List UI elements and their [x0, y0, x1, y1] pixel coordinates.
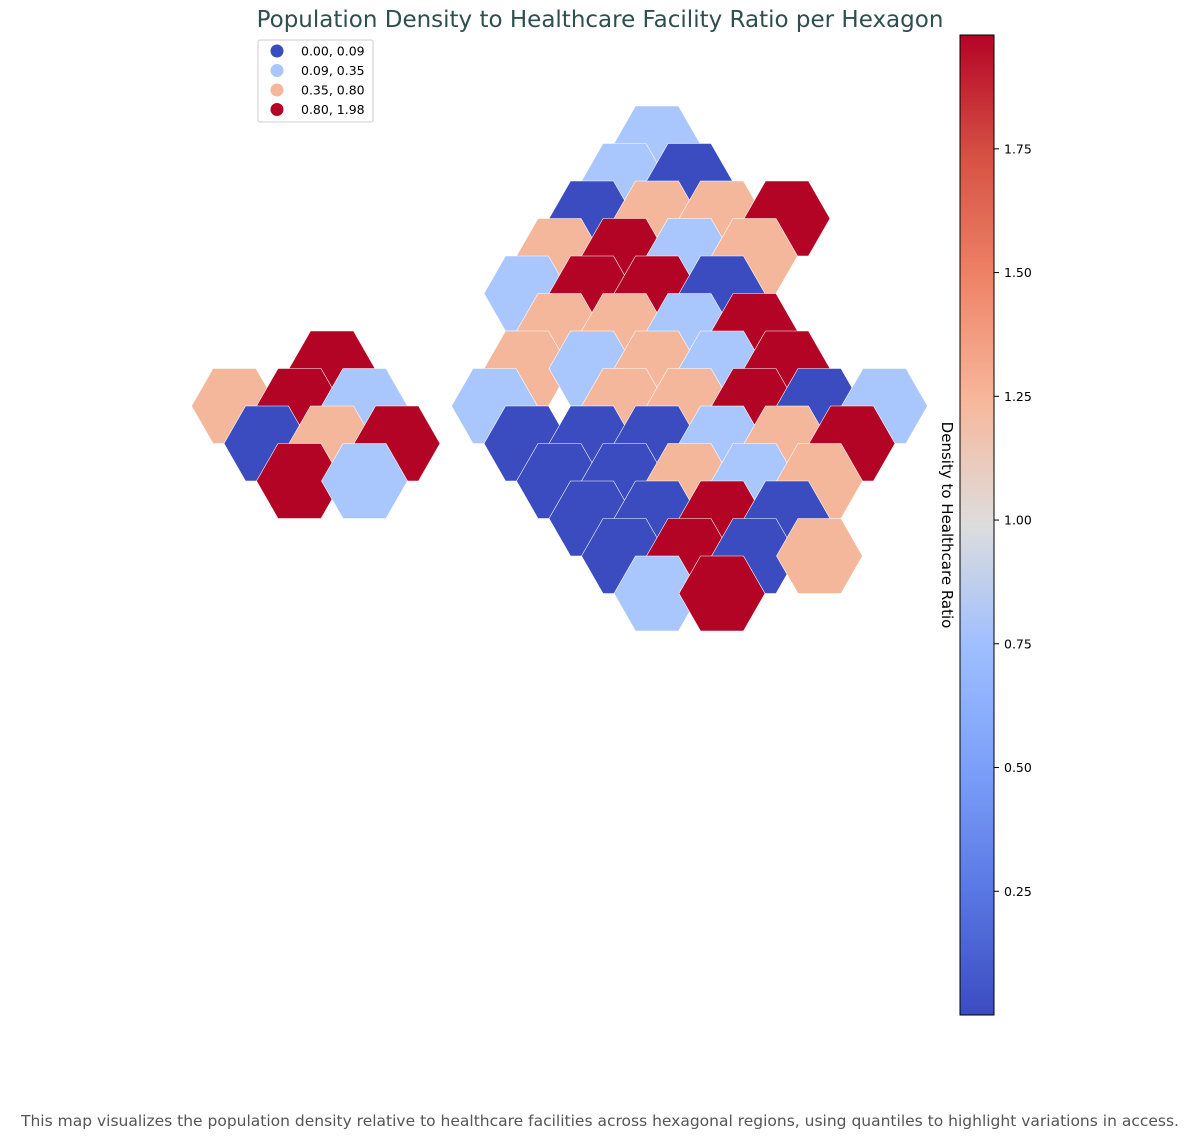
colorbar-gradient [959, 34, 995, 1016]
hex-cell [321, 443, 408, 519]
colorbar-tick-label: 1.00 [1004, 513, 1032, 528]
legend-label: 0.35, 0.80 [301, 83, 365, 98]
colorbar-tick-label: 1.25 [1004, 389, 1032, 404]
colorbar-label: Density to Healthcare Ratio [938, 422, 956, 629]
legend-marker [270, 44, 284, 58]
legend-marker [270, 64, 284, 77]
legend-label: 0.80, 1.98 [301, 102, 365, 117]
colorbar: 0.25 0.50 0.75 1.00 1.25 1.50 1.75 Density to … [938, 34, 1032, 1016]
colorbar-tick-label: 1.75 [1004, 141, 1032, 156]
legend-label: 0.09, 0.35 [301, 63, 365, 78]
legend-marker [270, 83, 284, 97]
legend-marker [270, 103, 284, 116]
hex-map [191, 105, 928, 632]
hex-cell [776, 518, 863, 594]
legend: 0.00, 0.09 0.09, 0.35 0.35, 0.80 0.80, 1.98 [257, 39, 374, 123]
colorbar-tick-label: 0.50 [1004, 760, 1032, 775]
chart-title: Population Density to Healthcare Facilit… [257, 7, 944, 33]
hex-cell [678, 555, 766, 632]
colorbar-tick-label: 1.50 [1004, 265, 1032, 280]
caption: This map visualizes the population densi… [20, 1112, 1179, 1130]
colorbar-tick-label: 0.75 [1004, 636, 1032, 651]
colorbar-tick-label: 0.25 [1004, 884, 1032, 899]
legend-label: 0.00, 0.09 [301, 44, 365, 59]
legend-box [257, 39, 374, 123]
